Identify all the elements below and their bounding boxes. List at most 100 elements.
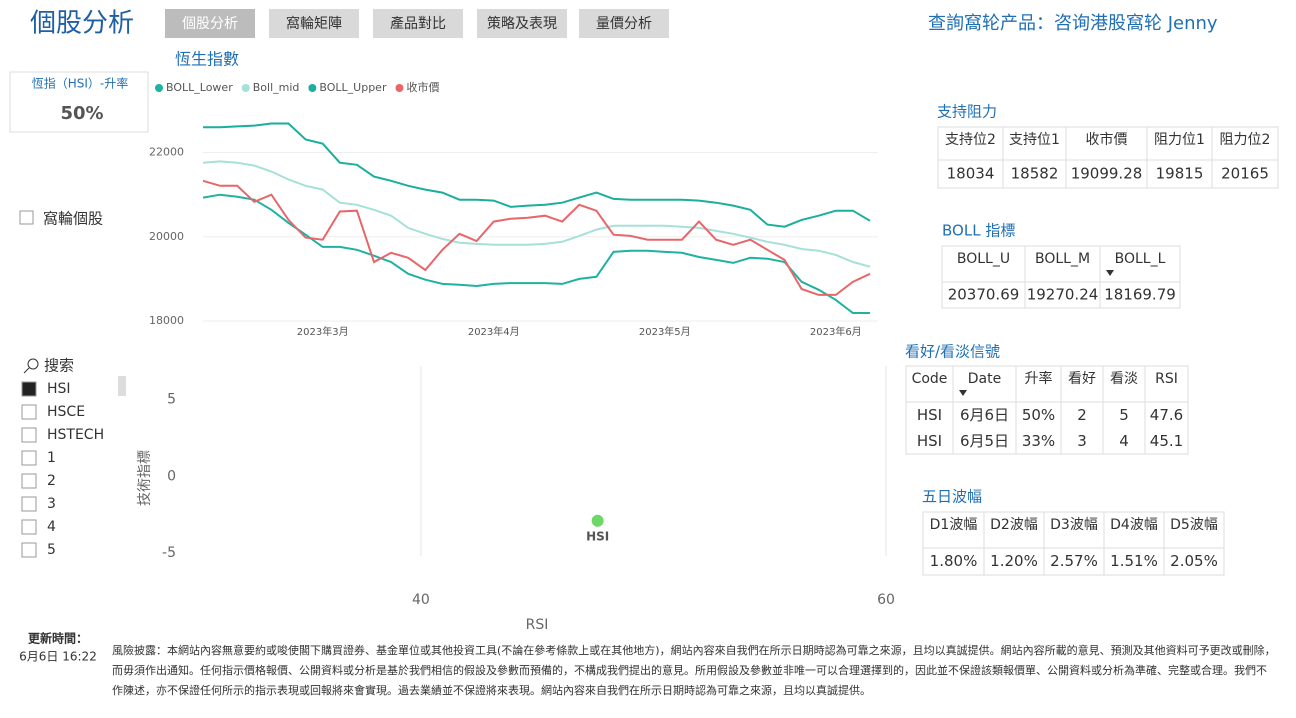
- table-cell: HSI: [917, 432, 942, 450]
- column-header[interactable]: 看好: [1068, 371, 1096, 387]
- table-cell: 19099.28: [1071, 165, 1143, 183]
- column-header[interactable]: 阻力位1: [1154, 132, 1205, 148]
- checkbox[interactable]: [19, 210, 34, 225]
- query-text[interactable]: 查詢窩轮产品：咨询港股窩轮 Jenny: [928, 13, 1218, 34]
- table-cell: 6月6日: [960, 406, 1009, 424]
- tab[interactable]: [477, 9, 567, 38]
- table-cell: 5: [1119, 406, 1129, 424]
- column-header[interactable]: D2波幅: [990, 517, 1038, 533]
- slicer-item[interactable]: 1: [47, 450, 56, 466]
- table-title: 支持阻力: [937, 103, 997, 121]
- slicer-box[interactable]: [21, 473, 37, 489]
- column-header[interactable]: D3波幅: [1050, 517, 1098, 533]
- table-cell: 18169.79: [1104, 286, 1176, 304]
- line-series: [202, 193, 870, 314]
- x-tick-label: 60: [877, 592, 895, 608]
- slicer-box[interactable]: [21, 427, 37, 443]
- tab-label[interactable]: 策略及表現: [487, 15, 557, 32]
- y-axis-label: 技術指標: [137, 450, 153, 506]
- column-header[interactable]: BOLL_L: [1115, 251, 1166, 267]
- column-header[interactable]: 阻力位2: [1220, 132, 1271, 148]
- table-cell: 47.6: [1150, 406, 1183, 424]
- scatter-point[interactable]: [591, 514, 604, 527]
- column-header[interactable]: BOLL_U: [957, 251, 1010, 267]
- y-tick-label: 0: [167, 468, 176, 484]
- table-cell: 6月5日: [960, 432, 1009, 450]
- search-icon: [23, 367, 30, 374]
- table-cell: 2.05%: [1170, 552, 1218, 570]
- y-tick-label: -5: [162, 545, 176, 561]
- slicer-box[interactable]: [21, 542, 37, 558]
- scrollbar[interactable]: [118, 376, 126, 396]
- line-series: [202, 160, 871, 268]
- slicer-item[interactable]: HSCE: [47, 404, 85, 420]
- checkbox-label[interactable]: 窩輪個股: [43, 210, 103, 228]
- slicer-box[interactable]: [21, 450, 37, 466]
- table: [922, 511, 1225, 576]
- slicer-box[interactable]: [21, 496, 37, 512]
- table-cell: 1.51%: [1110, 552, 1158, 570]
- legend-dot: [308, 84, 317, 92]
- sort-arrow: [1106, 270, 1114, 276]
- tab-label[interactable]: 個股分析: [182, 16, 238, 32]
- y-tick-label: 5: [167, 392, 176, 408]
- x-tick-label: 40: [412, 592, 430, 608]
- column-header[interactable]: 支持位2: [945, 132, 996, 148]
- x-axis-label: RSI: [526, 617, 549, 633]
- slicer-box[interactable]: [21, 519, 37, 535]
- tab[interactable]: [373, 9, 463, 38]
- legend-dot: [241, 84, 250, 92]
- legend-label[interactable]: Boll_mid: [253, 81, 300, 94]
- slicer-box[interactable]: [21, 404, 37, 420]
- tab-label[interactable]: 量價分析: [596, 15, 652, 32]
- table-cell: 20165: [1221, 165, 1269, 183]
- table-title: 五日波幅: [922, 488, 982, 506]
- table-cell: 20370.69: [948, 286, 1020, 304]
- x-tick-label: 2023年6月: [810, 325, 862, 338]
- slicer-item[interactable]: 3: [47, 496, 56, 512]
- table-cell: 4: [1119, 432, 1129, 450]
- column-header[interactable]: D4波幅: [1110, 517, 1158, 533]
- line-series: [203, 122, 871, 228]
- slicer-item[interactable]: HSI: [47, 381, 71, 397]
- column-header[interactable]: Date: [968, 371, 1001, 387]
- column-header[interactable]: 收市價: [1086, 131, 1128, 148]
- table: [941, 245, 1181, 309]
- tab[interactable]: [165, 9, 255, 38]
- slicer-item[interactable]: HSTECH: [47, 427, 104, 443]
- kpi-label: 恆指（HSI）-升率: [32, 76, 129, 91]
- point-label: HSI: [586, 529, 609, 543]
- tab-label[interactable]: 產品對比: [390, 15, 446, 32]
- column-header[interactable]: D5波幅: [1170, 517, 1218, 533]
- slicer-item[interactable]: 4: [47, 519, 56, 535]
- legend-label[interactable]: BOLL_Lower: [166, 81, 233, 94]
- column-header[interactable]: 升率: [1025, 370, 1053, 387]
- legend-label[interactable]: BOLL_Upper: [319, 81, 387, 94]
- kpi-card: [9, 71, 149, 133]
- tab[interactable]: [579, 9, 669, 38]
- table-cell: 19815: [1156, 165, 1204, 183]
- table-cell: 50%: [1022, 406, 1055, 424]
- tab[interactable]: [269, 9, 359, 38]
- sort-arrow: [959, 390, 967, 396]
- search-box[interactable]: 搜索: [44, 357, 74, 375]
- column-header[interactable]: D1波幅: [930, 517, 978, 533]
- slicer-box[interactable]: [21, 381, 37, 397]
- slicer-item[interactable]: 2: [47, 473, 56, 489]
- column-header[interactable]: 支持位1: [1009, 132, 1060, 148]
- y-tick-label: 18000: [149, 314, 184, 327]
- table-cell: 33%: [1022, 432, 1055, 450]
- y-tick-label: 22000: [149, 146, 184, 159]
- slicer-item[interactable]: 5: [47, 542, 56, 558]
- column-header[interactable]: Code: [912, 371, 948, 387]
- page-title: 個股分析: [30, 9, 134, 39]
- column-header[interactable]: RSI: [1155, 371, 1178, 387]
- legend-label[interactable]: 收市價: [406, 80, 439, 94]
- legend-dot: [395, 84, 404, 92]
- column-header[interactable]: BOLL_M: [1035, 251, 1090, 267]
- search-icon: [27, 358, 39, 370]
- column-header[interactable]: 看淡: [1110, 371, 1138, 387]
- tab-label[interactable]: 窩輪矩陣: [286, 15, 342, 32]
